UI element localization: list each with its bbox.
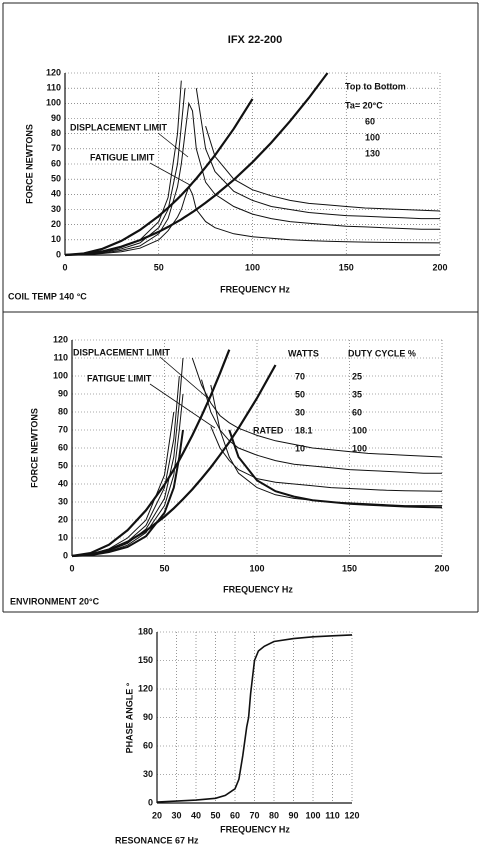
legend-title: Top to Bottom (345, 81, 406, 91)
y-tick-label: 70 (58, 424, 68, 434)
curve (64, 98, 254, 257)
x-tick-label: 50 (154, 262, 164, 272)
y-tick-label: 20 (58, 514, 68, 524)
y-tick-label: 120 (138, 683, 153, 693)
y-tick-label: 80 (51, 128, 61, 138)
x-tick-label: 100 (245, 262, 260, 272)
curve (64, 185, 441, 256)
table-header: WATTS (288, 348, 319, 358)
y-tick-label: 50 (58, 460, 68, 470)
footer-note: RESONANCE 67 Hz (115, 835, 199, 845)
x-tick-label: 0 (69, 563, 74, 573)
curve (156, 634, 353, 803)
curve (64, 72, 329, 257)
y-tick-label: 30 (58, 496, 68, 506)
legend-label: 50 (295, 389, 305, 399)
x-tick-label: 150 (342, 563, 357, 573)
curve (71, 429, 443, 557)
y-tick-label: 10 (58, 532, 68, 542)
x-tick-label: 20 (152, 810, 162, 820)
y-tick-label: 80 (58, 406, 68, 416)
x-tick-label: 100 (249, 563, 264, 573)
x-tick-label: 110 (325, 810, 340, 820)
footer-note: COIL TEMP 140 °C (8, 291, 87, 301)
y-tick-label: 30 (51, 204, 61, 214)
x-axis-label: FREQUENCY Hz (223, 584, 293, 594)
y-axis-label: PHASE ANGLE ° (124, 682, 134, 753)
pointer-arrow (149, 383, 216, 429)
x-tick-label: 40 (191, 810, 201, 820)
annotation: FATIGUE LIMIT (87, 373, 152, 383)
annotation: DISPLACEMENT LIMIT (70, 122, 167, 132)
annotation: FATIGUE LIMIT (90, 152, 155, 162)
y-tick-label: 110 (46, 83, 61, 93)
legend-label: 130 (365, 148, 380, 158)
y-tick-label: 110 (53, 352, 68, 362)
annotation: RATED (253, 425, 284, 435)
y-tick-label: 90 (58, 388, 68, 398)
pointer-arrow (149, 162, 191, 186)
y-tick-label: 0 (56, 249, 61, 259)
y-tick-label: 60 (51, 158, 61, 168)
legend-label: 70 (295, 371, 305, 381)
duty-cycle: 60 (352, 407, 362, 417)
x-axis-label: FREQUENCY Hz (220, 824, 290, 834)
legend-label: Ta= 20°C (345, 100, 383, 110)
y-axis-label: FORCE NEWTONS (24, 124, 34, 204)
duty-cycle: 35 (352, 389, 362, 399)
y-tick-label: 30 (143, 769, 153, 779)
x-tick-label: 150 (339, 262, 354, 272)
y-tick-label: 100 (53, 370, 68, 380)
x-tick-label: 0 (62, 262, 67, 272)
y-tick-label: 40 (51, 189, 61, 199)
y-tick-label: 120 (53, 334, 68, 344)
annotation: DISPLACEMENT LIMIT (73, 347, 170, 357)
x-axis-label: FREQUENCY Hz (220, 284, 290, 294)
y-tick-label: 90 (143, 712, 153, 722)
legend-label: 18.1 (295, 425, 313, 435)
y-tick-label: 90 (51, 113, 61, 123)
x-tick-label: 100 (305, 810, 320, 820)
y-tick-label: 50 (51, 174, 61, 184)
pointer-arrow (157, 132, 189, 158)
x-tick-label: 50 (210, 810, 220, 820)
footer-note: ENVIRONMENT 20°C (10, 596, 100, 606)
y-tick-label: 20 (51, 219, 61, 229)
pointer-arrow (159, 356, 211, 401)
duty-cycle: 25 (352, 371, 362, 381)
legend-label: 10 (295, 443, 305, 453)
y-axis-label: FORCE NEWTONS (29, 408, 39, 488)
y-tick-label: 70 (51, 143, 61, 153)
x-tick-label: 200 (432, 262, 447, 272)
y-tick-label: 40 (58, 478, 68, 488)
y-tick-label: 60 (58, 442, 68, 452)
y-tick-label: 180 (138, 626, 153, 636)
x-tick-label: 80 (269, 810, 279, 820)
duty-cycle: 100 (352, 425, 367, 435)
y-tick-label: 100 (46, 98, 61, 108)
legend-label: 30 (295, 407, 305, 417)
legend-label: 100 (365, 132, 380, 142)
curve (64, 101, 440, 256)
table-header: DUTY CYCLE % (348, 348, 416, 358)
x-tick-label: 60 (230, 810, 240, 820)
curve (71, 364, 277, 558)
y-tick-label: 150 (138, 655, 153, 665)
x-tick-label: 120 (344, 810, 359, 820)
x-tick-label: 200 (434, 563, 449, 573)
x-tick-label: 90 (288, 810, 298, 820)
chart-title: IFX 22-200 (228, 34, 282, 46)
y-tick-label: 0 (63, 550, 68, 560)
x-tick-label: 30 (171, 810, 181, 820)
x-tick-label: 50 (159, 563, 169, 573)
legend-label: 60 (365, 116, 375, 126)
y-tick-label: 60 (143, 740, 153, 750)
duty-cycle: 100 (352, 443, 367, 453)
y-tick-label: 10 (51, 234, 61, 244)
x-tick-label: 70 (249, 810, 259, 820)
y-tick-label: 120 (46, 67, 61, 77)
y-tick-label: 0 (148, 797, 153, 807)
